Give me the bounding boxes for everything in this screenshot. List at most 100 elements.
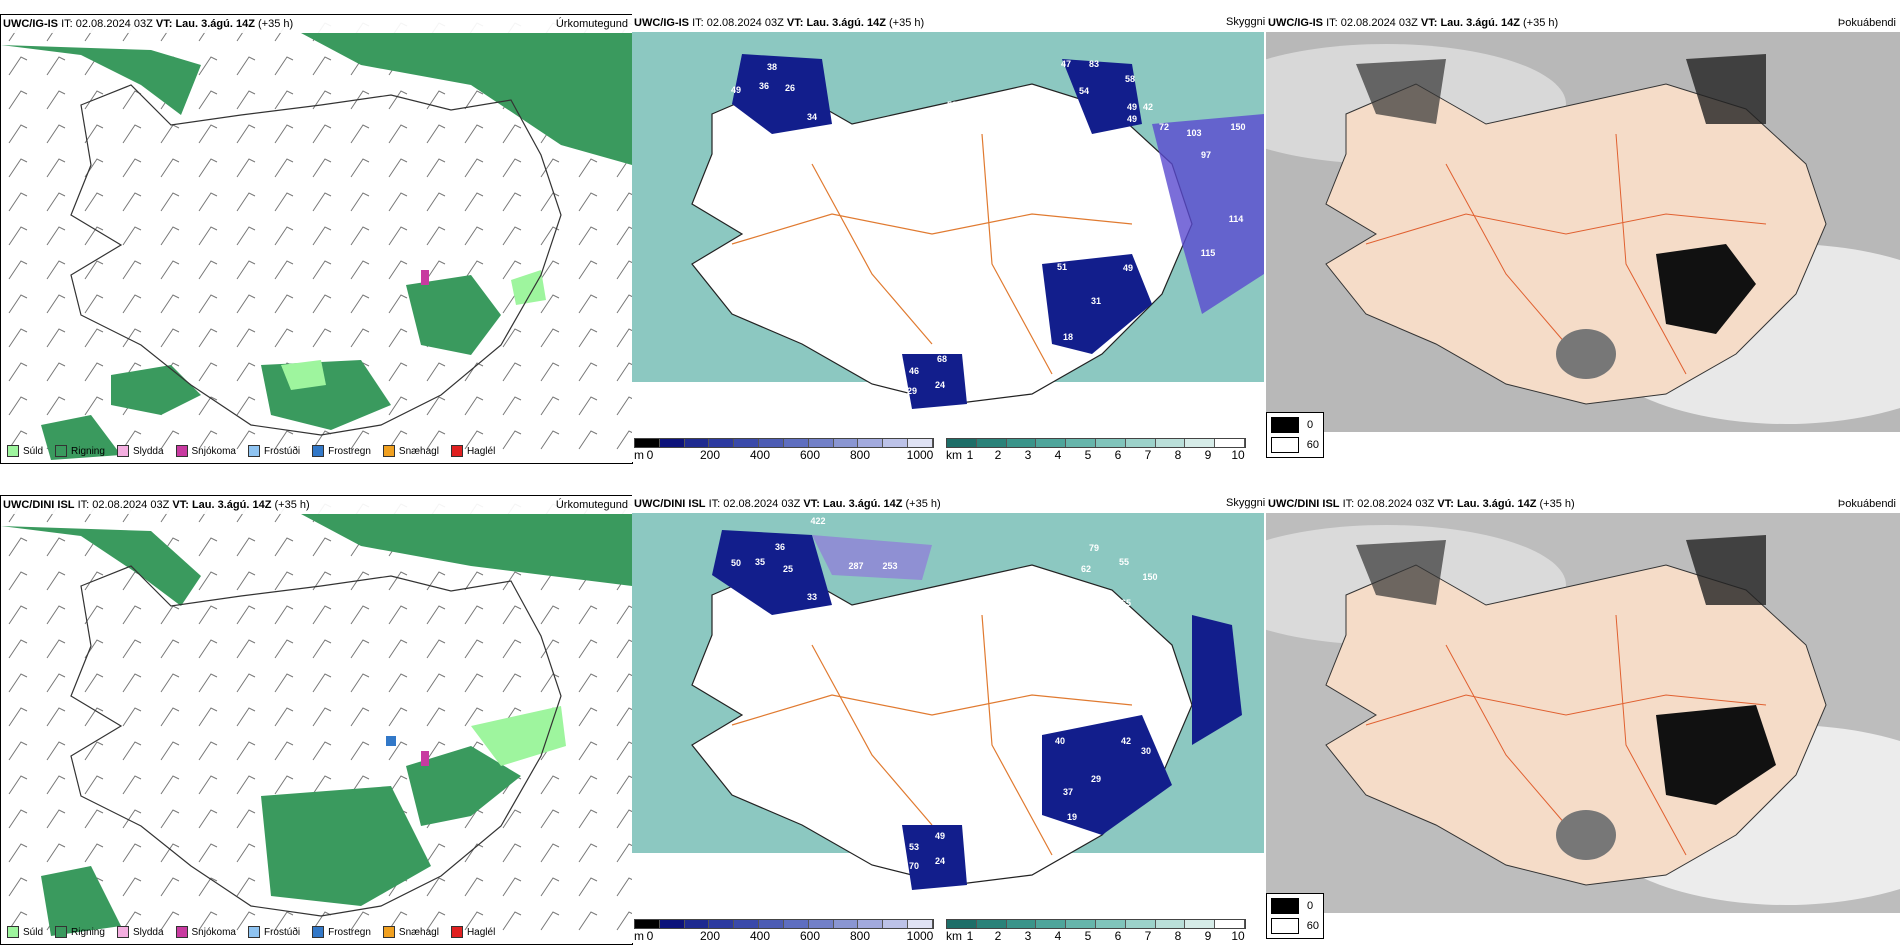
visibility-tick: 10	[1231, 448, 1245, 462]
snow-label: 65	[1121, 598, 1131, 608]
it-value: 02.08.2024 03Z	[1357, 498, 1435, 510]
panel-header: UWC/DINI ISL IT: 02.08.2024 03Z VT: Lau.…	[1266, 495, 1900, 513]
snow-label: 47	[1061, 59, 1071, 69]
height-tick: 800	[849, 448, 871, 462]
snow-label: 31	[1091, 296, 1101, 306]
precip-type-panel-1: UWC/IG-IS IT: 02.08.2024 03Z VT: Lau. 3.…	[0, 14, 633, 464]
fog-key-max: 60	[1271, 918, 1319, 934]
visibility-tick: 2	[994, 448, 1002, 462]
legend-label: Slydda	[132, 926, 164, 938]
vt-value: Lau. 3.ágú. 14Z	[822, 498, 903, 510]
legend-label: Frostregn	[328, 445, 371, 457]
legend-swatch	[450, 926, 463, 938]
snow-label: 49	[935, 831, 945, 841]
legend-swatch	[450, 445, 463, 457]
lead-time: (+35 h)	[257, 18, 294, 30]
height-tick: 1000	[906, 929, 934, 943]
visibility-tick: 9	[1204, 448, 1212, 462]
vt-value: Lau. 3.ágú. 14Z	[191, 499, 272, 511]
vt-value: Lau. 3.ágú. 14Z	[175, 18, 255, 30]
visibility-scale-unit: km	[946, 448, 962, 462]
visibility-tick: 6	[1114, 929, 1122, 943]
legend-item-snaehagl: Snæhagl	[382, 445, 439, 457]
vt-label: VT:	[786, 17, 804, 29]
snow-label: 52	[947, 100, 957, 110]
snow-label: 76	[1017, 264, 1027, 274]
snow-label: 86	[1019, 739, 1029, 749]
height-tick: 800	[849, 929, 871, 943]
snow-label: 49	[1127, 102, 1137, 112]
legend-swatch	[55, 926, 68, 938]
visibility-tick: 5	[1084, 929, 1092, 943]
vt-label: VT:	[172, 499, 189, 511]
panel-header: UWC/DINI ISL IT: 02.08.2024 03Z VT: Lau.…	[1, 496, 632, 514]
visibility-scale: km 1 2 3 4 5 6 7 8 9 10	[946, 919, 1246, 943]
model-name: UWC/IG-IS	[634, 17, 689, 29]
snow-map-2: 422 36 50 35 25 33 287 253 79 62 55 150 …	[632, 513, 1264, 890]
fog-key-max: 60	[1271, 437, 1319, 453]
fog-map-2	[1266, 513, 1900, 913]
legend-label: Slydda	[132, 445, 164, 457]
vt-value: Lau. 3.ágú. 14Z	[1440, 17, 1520, 29]
visibility-tick: 10	[1231, 929, 1245, 943]
legend-label: Frostúði	[263, 445, 301, 457]
height-tick: 200	[699, 929, 721, 943]
legend-label: Rigning	[71, 926, 105, 938]
snow-label: 49	[1123, 263, 1133, 273]
snow-label: 50	[731, 558, 741, 568]
fog-key-max-label: 60	[1306, 439, 1319, 451]
model-name: UWC/DINI ISL	[1268, 498, 1340, 510]
lead-time: (+35 h)	[274, 499, 310, 511]
snow-label: 42	[1121, 736, 1131, 746]
legend-label: Snæhagl	[398, 445, 439, 457]
vt-value: Lau. 3.ágú. 14Z	[1456, 498, 1537, 510]
snow-label: 34	[807, 112, 817, 122]
snow-label: 18	[1063, 332, 1073, 342]
snow-label: 62	[1081, 564, 1091, 574]
visibility-scale-cells	[946, 919, 1246, 929]
snow-label: 150	[1142, 572, 1157, 582]
fog-key-min-label: 0	[1307, 900, 1314, 912]
snow-label: 36	[775, 542, 785, 552]
snow-label: 79	[1089, 543, 1099, 553]
snow-label: 29	[907, 386, 917, 396]
it-label: IT:	[1326, 17, 1338, 29]
fog-key-min: 0	[1271, 898, 1319, 914]
fog-key-swatch	[1271, 417, 1299, 433]
model-name: UWC/IG-IS	[3, 18, 58, 30]
visibility-tick: 3	[1024, 929, 1032, 943]
height-scale-unit: m	[634, 448, 644, 462]
snow-label: 30	[1141, 746, 1151, 756]
legend-label: Frostúði	[263, 926, 301, 938]
snow-label: 38	[767, 62, 777, 72]
snow-label: 42	[1143, 102, 1153, 112]
iceland-outline	[70, 84, 562, 436]
snow-label: 51	[1057, 262, 1067, 272]
height-tick: 600	[799, 448, 821, 462]
fog-key-min-label: 0	[1307, 419, 1314, 431]
legend-item-sudl: Súld	[7, 926, 43, 938]
height-tick: 600	[799, 929, 821, 943]
legend-item-snjokoma: Snjókoma	[175, 926, 236, 938]
legend-item-frostregn: Frostregn	[312, 926, 371, 938]
snow-map-1: 38 49 36 26 34 52 47 83 58 54 49 42 49 7…	[632, 32, 1264, 409]
model-name: UWC/DINI ISL	[634, 498, 706, 510]
lead-time: (+35 h)	[888, 17, 925, 29]
precip-map-1	[1, 15, 632, 463]
legend-item-snaehagl: Snæhagl	[382, 926, 439, 938]
height-tick: 0	[646, 929, 654, 943]
it-label: IT:	[1342, 498, 1355, 510]
legend-swatch	[7, 926, 19, 938]
height-tick: 1000	[906, 448, 934, 462]
snow-label: 40	[1055, 736, 1065, 746]
visibility-label-1: Skyggni	[1226, 16, 1266, 28]
legend-label: Snjókoma	[191, 926, 236, 938]
it-value: 02.08.2024 03Z	[706, 17, 784, 29]
fog-key-max-label: 60	[1306, 920, 1319, 932]
snow-label: 58	[1125, 74, 1135, 84]
legend-swatch	[247, 445, 260, 457]
legend-item-haglel: Haglél	[450, 926, 495, 938]
precip-legend: Súld Rigning Slydda Snjókoma Frostúði Fr…	[7, 926, 495, 938]
visibility-tick: 7	[1144, 448, 1152, 462]
legend-item-frostudi: Frostúði	[247, 445, 301, 457]
